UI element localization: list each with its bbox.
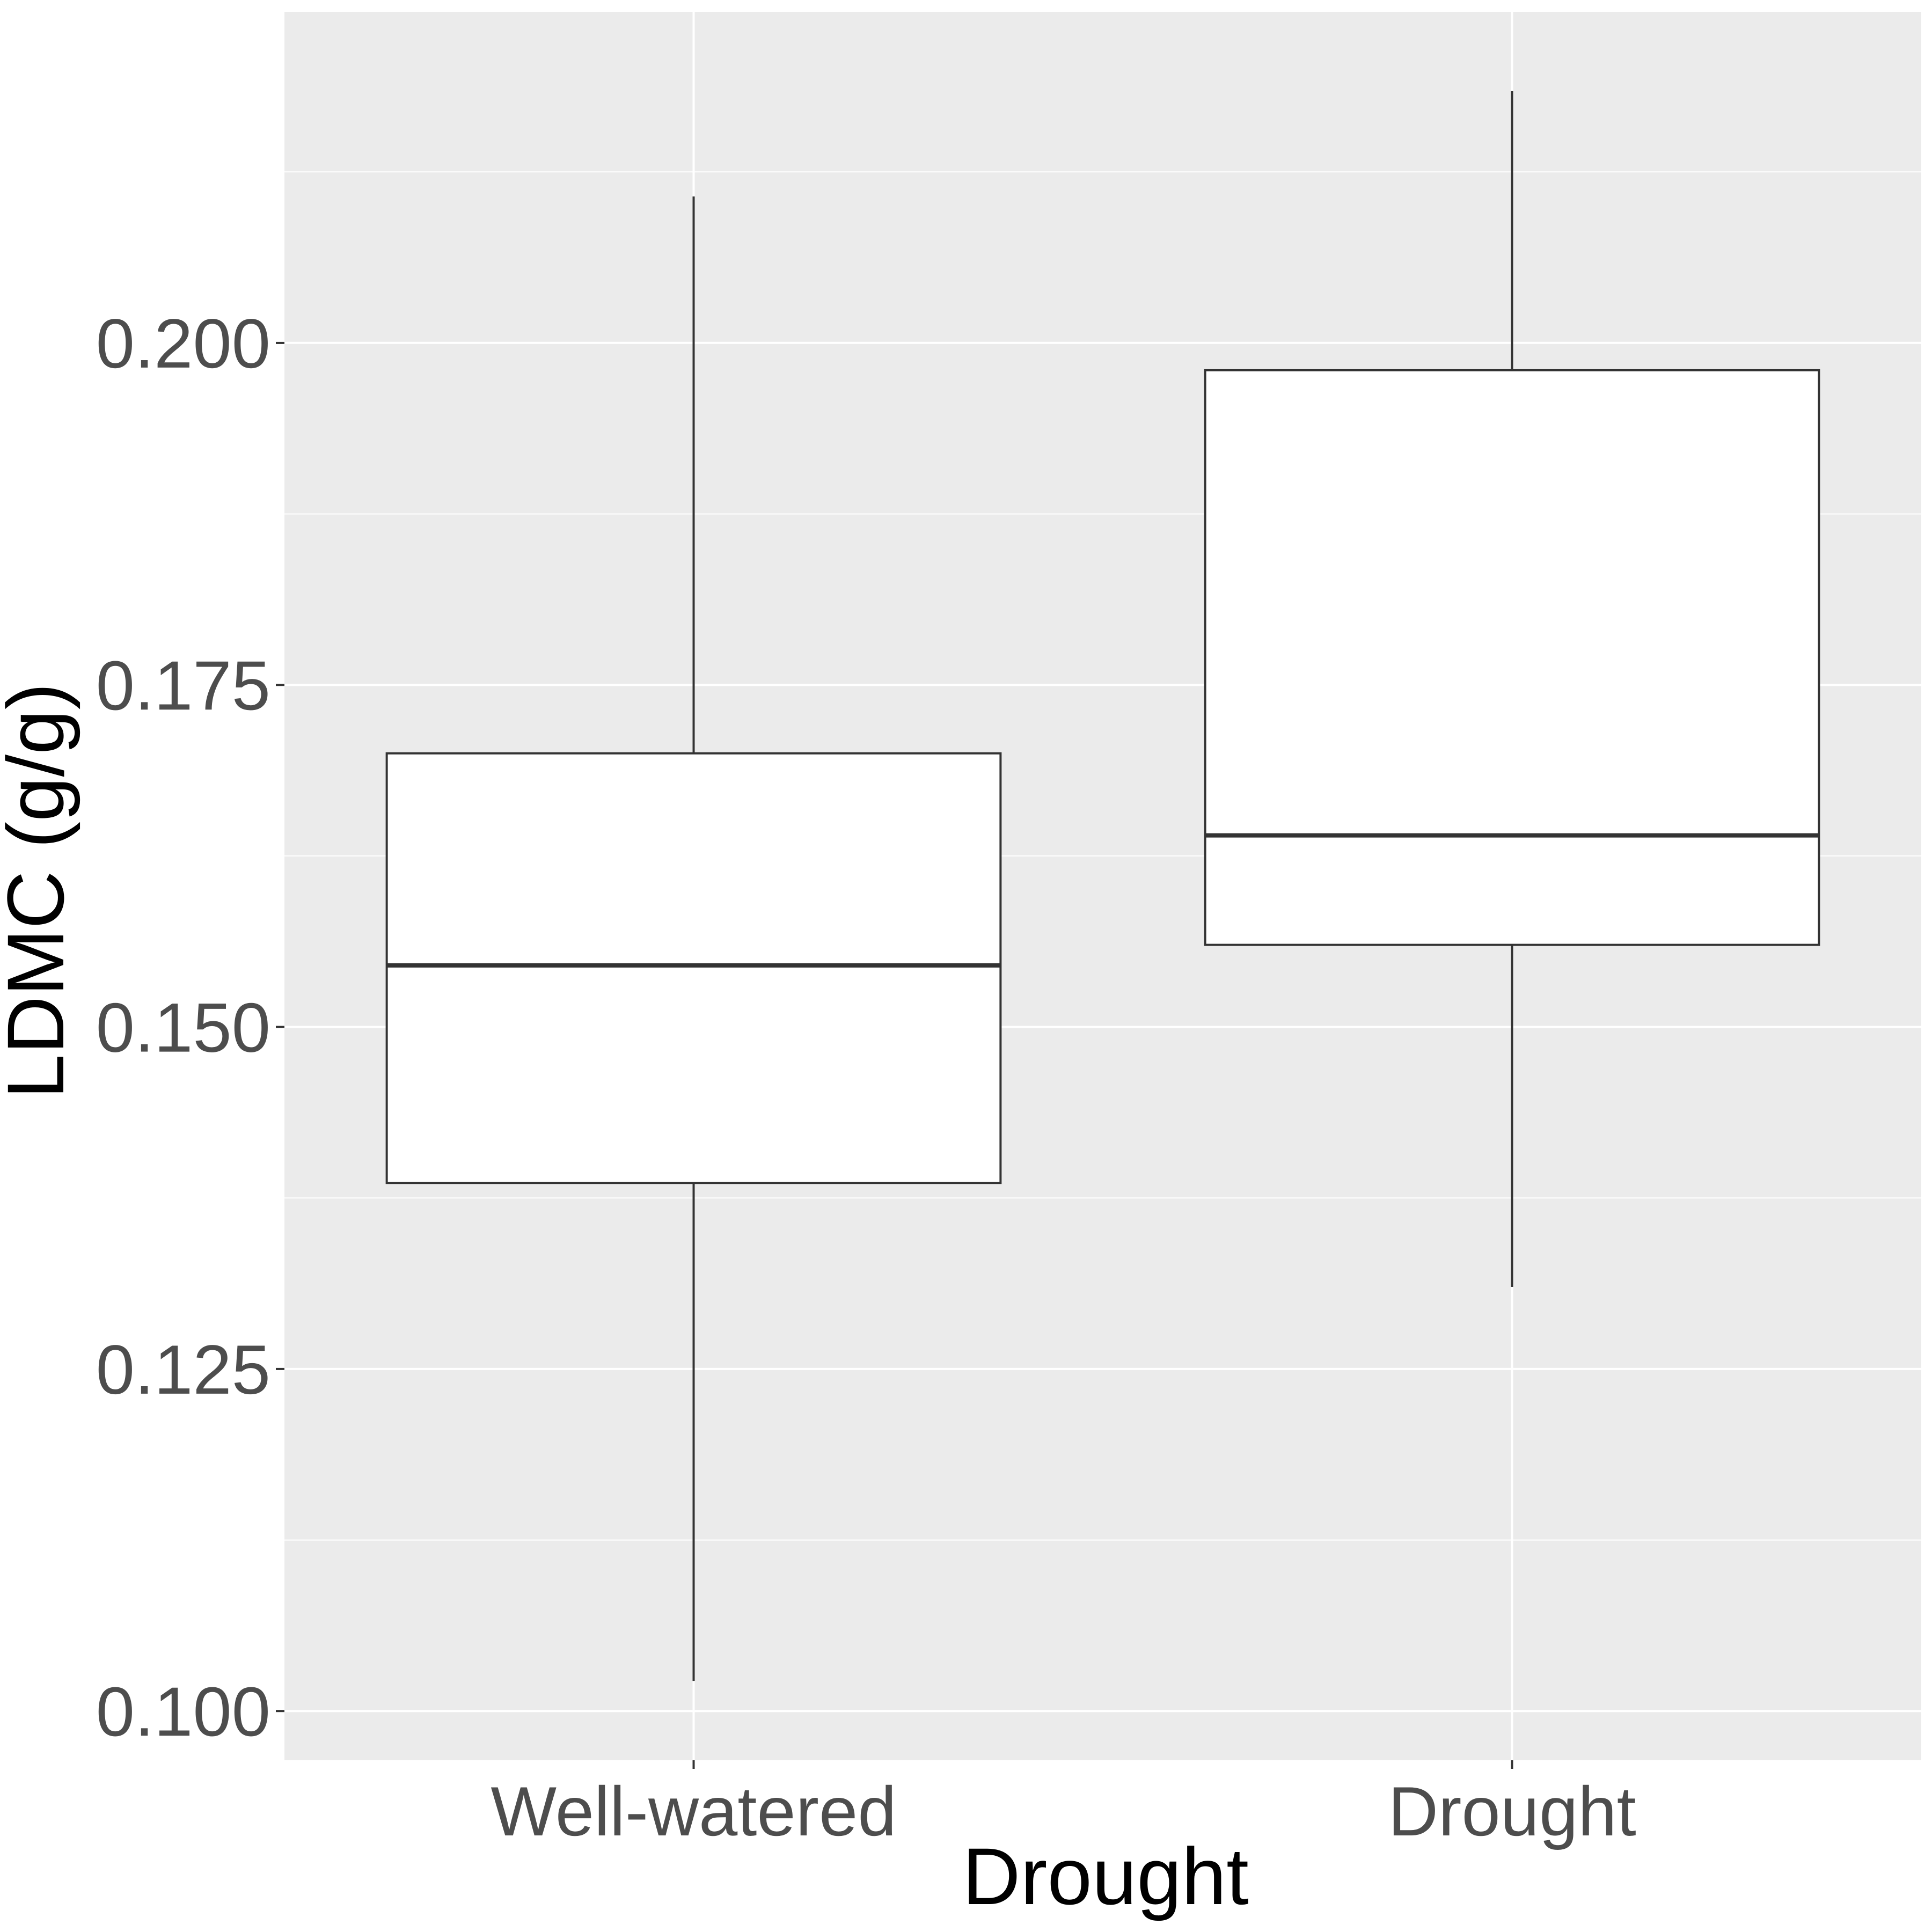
- y-tick-label: 0.150: [96, 989, 270, 1067]
- y-tick-label: 0.200: [96, 304, 270, 383]
- y-tick-label: 0.100: [96, 1672, 270, 1751]
- x-tick-label: Well-watered: [491, 1772, 896, 1850]
- x-tick-label: Drought: [1388, 1772, 1636, 1850]
- box-well-watered: [385, 196, 1002, 1681]
- box-drought: [1204, 91, 1820, 1287]
- iqr-box: [1204, 369, 1820, 946]
- x-axis-title: Drought: [962, 1831, 1249, 1921]
- iqr-box: [385, 752, 1002, 1184]
- x-axis: Well-watered Drought: [491, 1760, 1636, 1850]
- y-axis: 0.100 0.125 0.150 0.175 0.200: [96, 304, 284, 1751]
- boxes-layer: [385, 91, 1820, 1681]
- y-axis-title: LDMC (g/g): [0, 683, 80, 1099]
- y-tick-label: 0.125: [96, 1330, 270, 1409]
- y-tick-label: 0.175: [96, 646, 270, 724]
